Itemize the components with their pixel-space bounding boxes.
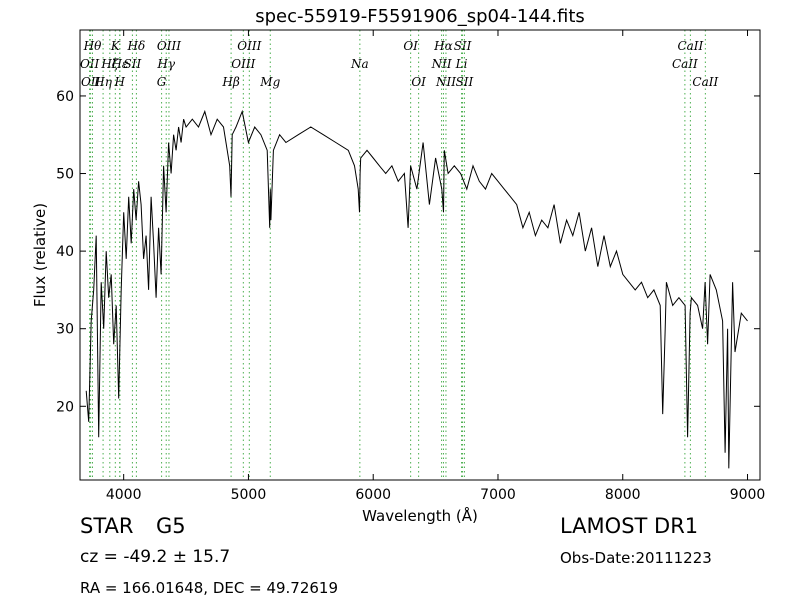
marker-label: OIII bbox=[231, 57, 255, 71]
marker-label: CaII bbox=[692, 75, 718, 89]
redshift-cz: cz = -49.2 ± 15.7 bbox=[80, 547, 231, 567]
marker-label: NII bbox=[431, 57, 452, 71]
x-tick-label: 9000 bbox=[730, 487, 766, 503]
marker-label: NII bbox=[435, 75, 456, 89]
marker-label: Li bbox=[455, 57, 468, 71]
coordinates: RA = 166.01648, DEC = 49.72619 bbox=[80, 579, 339, 597]
marker-label: OI bbox=[411, 75, 426, 89]
marker-label: OI bbox=[403, 39, 418, 53]
object-subclass: G5 bbox=[156, 514, 186, 538]
y-axis-label: Flux (relative) bbox=[31, 203, 49, 307]
marker-label: Hδ bbox=[127, 39, 146, 53]
survey-name: LAMOST DR1 bbox=[560, 514, 699, 538]
x-tick-label: 5000 bbox=[231, 487, 267, 503]
marker-label: Hθ bbox=[83, 39, 102, 53]
y-axis: 20 30 40 50 60 bbox=[56, 89, 760, 415]
y-tick-label: 30 bbox=[56, 322, 74, 338]
marker-label: SII bbox=[454, 39, 472, 53]
marker-label: Na bbox=[350, 57, 369, 71]
marker-label: SII bbox=[456, 75, 474, 89]
marker-label: Mg bbox=[259, 75, 280, 89]
x-tick-label: 7000 bbox=[480, 487, 516, 503]
marker-label: OIII bbox=[237, 39, 261, 53]
marker-label: Hη bbox=[93, 75, 112, 89]
marker-label: Hγ bbox=[156, 57, 175, 71]
y-tick-label: 50 bbox=[56, 167, 74, 183]
x-axis-label: Wavelength (Å) bbox=[362, 506, 478, 525]
marker-label: CaII bbox=[672, 57, 698, 71]
y-tick-label: 40 bbox=[56, 244, 74, 260]
x-axis: 4000 5000 6000 7000 8000 9000 bbox=[106, 30, 765, 503]
chart-title: spec-55919-F5591906_sp04-144.fits bbox=[255, 6, 585, 27]
x-tick-label: 4000 bbox=[106, 487, 142, 503]
marker-label: Hβ bbox=[221, 75, 239, 89]
marker-label: OII bbox=[80, 57, 100, 71]
y-tick-label: 20 bbox=[56, 399, 74, 415]
marker-label: G bbox=[157, 75, 167, 89]
marker-label: OII bbox=[81, 75, 101, 89]
marker-label: K bbox=[110, 39, 121, 53]
marker-label: OIII bbox=[157, 39, 181, 53]
observation-date: Obs-Date:20111223 bbox=[560, 549, 712, 567]
x-tick-label: 6000 bbox=[355, 487, 391, 503]
marker-label: CaII bbox=[677, 39, 703, 53]
marker-label: SII bbox=[124, 57, 142, 71]
x-tick-label: 8000 bbox=[605, 487, 641, 503]
plot-frame bbox=[79, 29, 761, 481]
spectrum-line bbox=[85, 109, 748, 469]
marker-label: H bbox=[113, 75, 125, 89]
marker-label: Hα bbox=[433, 39, 453, 53]
marker-label: Hε bbox=[110, 57, 128, 71]
object-class: STAR bbox=[80, 514, 134, 538]
spectral-line-markers: OIIOIIHθHηHζKHHεSIIHδGHγOIIIHβOIIIOIIIMg… bbox=[80, 30, 719, 480]
y-tick-label: 60 bbox=[56, 89, 74, 105]
